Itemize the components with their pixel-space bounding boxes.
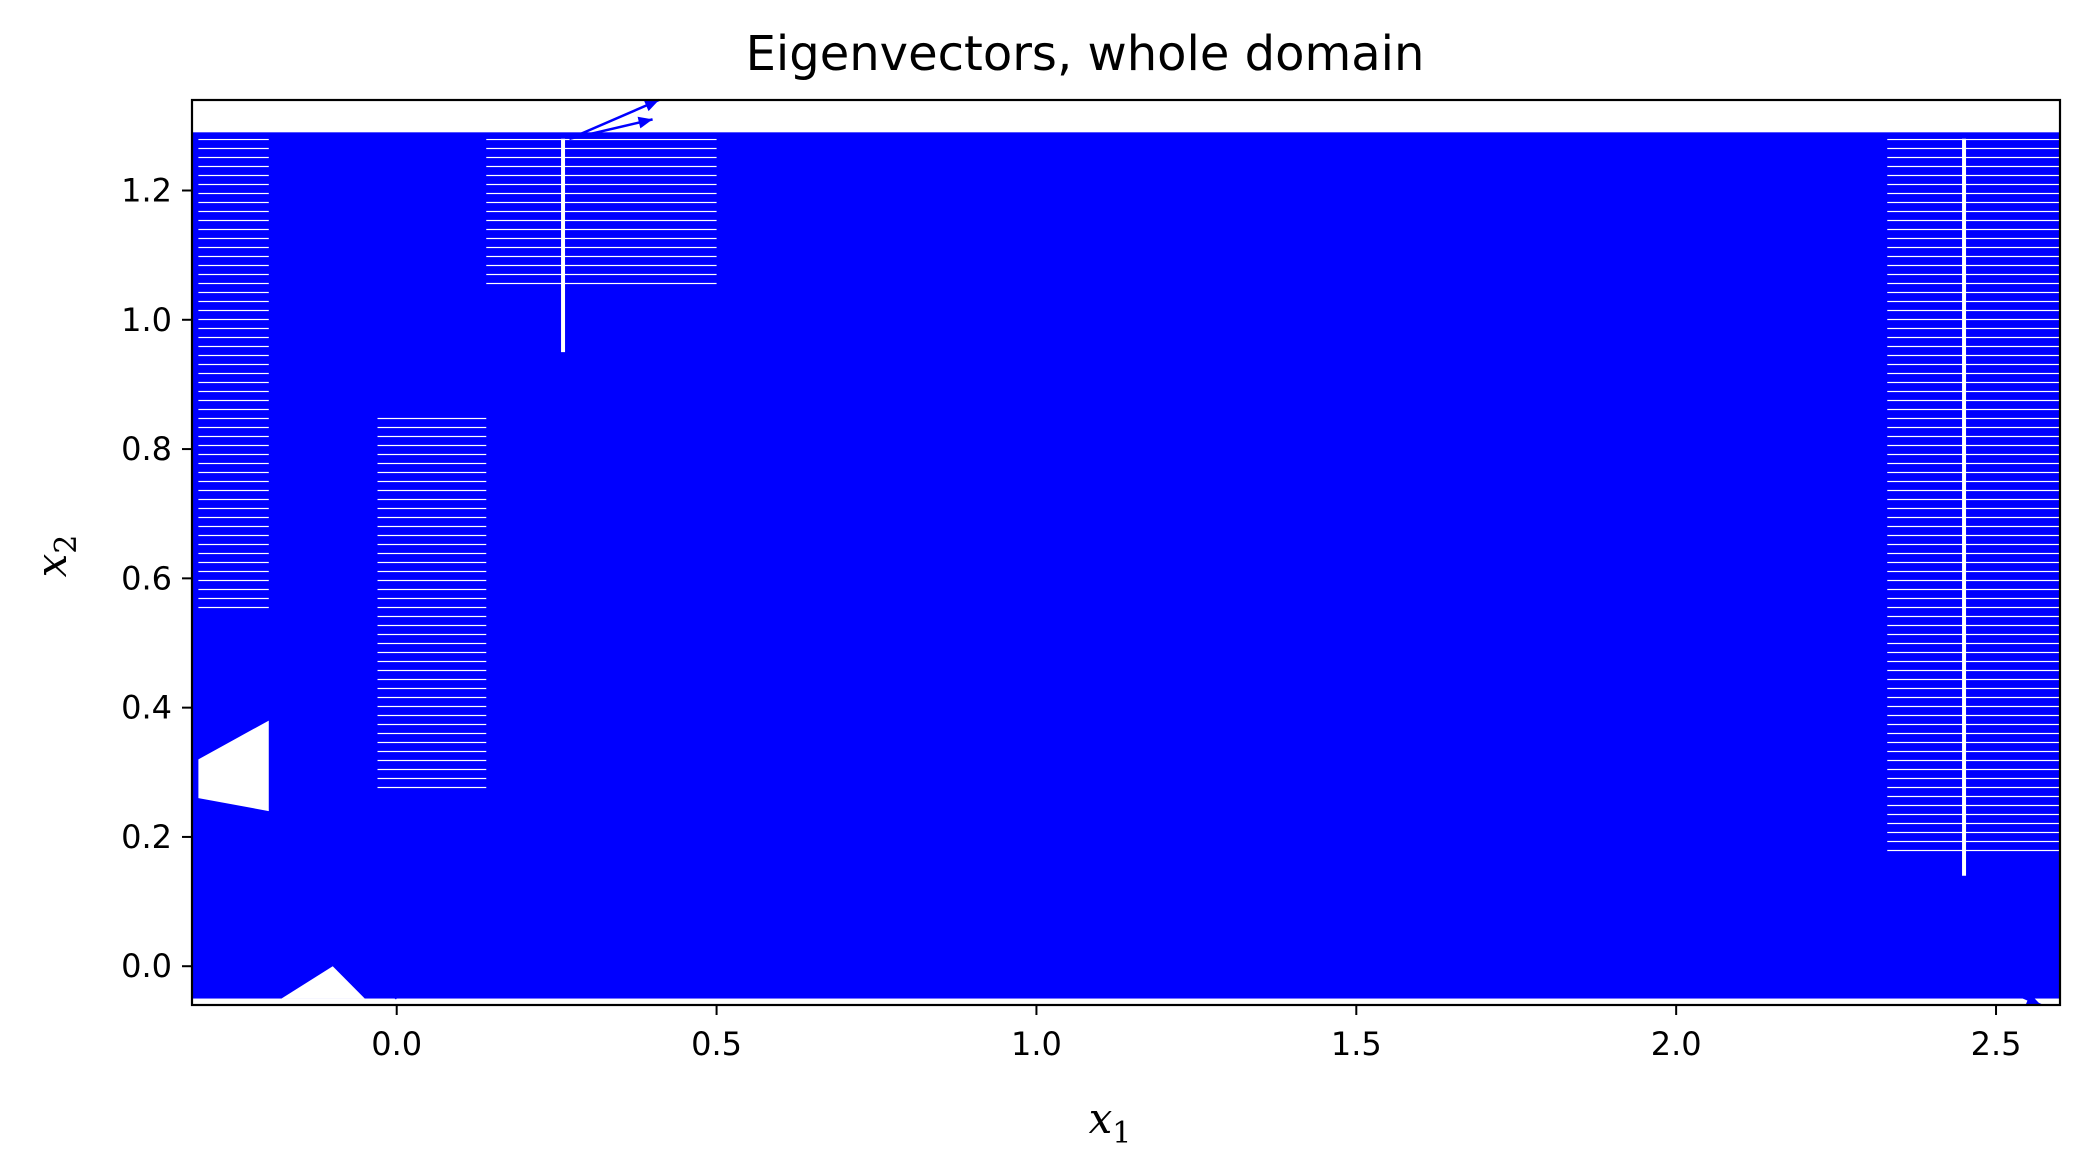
y-axis-label-symbol: x (27, 553, 76, 577)
x-tick-label: 2.5 (1971, 1025, 2022, 1063)
field-gap (281, 966, 365, 999)
y-tick-label: 1.0 (121, 301, 172, 339)
vector-field (192, 132, 2060, 999)
arrow-striation-band (486, 138, 717, 288)
y-tick-label: 0.8 (121, 430, 172, 468)
outlier-arrow-head (345, 959, 361, 973)
y-tick-label: 0.4 (121, 689, 172, 727)
arrow-striation-band (377, 416, 487, 792)
chart-title: Eigenvectors, whole domain (746, 26, 1425, 82)
x-axis-label: x1 (1089, 1094, 1132, 1151)
y-tick-label: 0.2 (121, 818, 172, 856)
x-tick-label: 2.0 (1651, 1025, 1702, 1063)
arrow-striation-band (198, 138, 269, 611)
field-gap (198, 720, 269, 812)
y-axis-ticks: 0.0 0.2 0.4 0.6 0.8 1.0 1.2 (121, 172, 192, 985)
outlier-arrows (344, 98, 2042, 1007)
y-tick-label: 1.2 (121, 172, 172, 210)
outlier-arrow-shaft (569, 118, 653, 141)
x-tick-label: 0.0 (371, 1025, 422, 1063)
arrow-striation-band (1887, 138, 2060, 857)
y-tick-label: 0.0 (121, 947, 172, 985)
outlier-arrow-head (643, 100, 659, 112)
y-axis-label-subscript: 2 (49, 535, 84, 554)
x-axis-ticks: 0.0 0.5 1.0 1.5 2.0 2.5 (371, 1005, 2021, 1063)
x-tick-label: 0.5 (691, 1025, 742, 1063)
x-tick-label: 1.0 (1011, 1025, 1062, 1063)
outlier-arrow-head (2025, 993, 2041, 1005)
plot-frame (190, 98, 2062, 1007)
x-tick-label: 1.5 (1331, 1025, 1382, 1063)
outlier-arrow-head (637, 116, 653, 129)
x-axis-label-subscript: 1 (1112, 1116, 1131, 1151)
outlier-arrow-shaft (568, 98, 660, 140)
x-axis-label-symbol: x (1089, 1094, 1113, 1143)
y-tick-label: 0.6 (121, 559, 172, 597)
y-axis-label: x2 (27, 535, 84, 578)
